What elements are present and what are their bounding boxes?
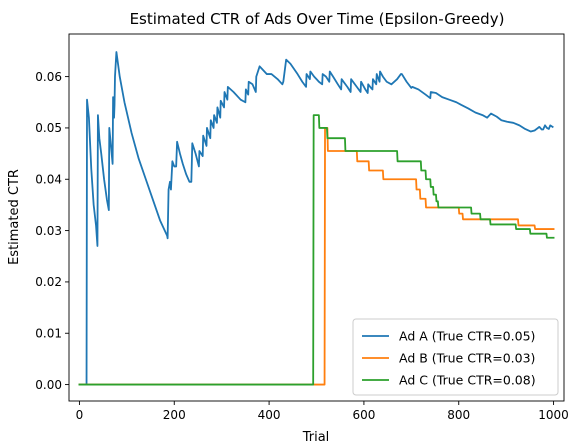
- series-line-ad-a: [78, 51, 554, 386]
- series-line-ad-b: [78, 127, 555, 386]
- y-tick-label: 0.01: [35, 327, 62, 341]
- x-tick-label: 400: [258, 408, 281, 422]
- legend-box: [352, 318, 559, 396]
- legend-label-ad-b: Ad B (True CTR=0.03): [399, 351, 535, 366]
- x-tick-label: 1000: [538, 408, 569, 422]
- legend: Ad A (True CTR=0.05) Ad B (True CTR=0.03…: [352, 318, 559, 396]
- x-tick-label: 800: [447, 408, 470, 422]
- x-axis-label: Trial: [302, 430, 330, 445]
- y-tick-label: 0.04: [35, 173, 62, 187]
- x-tick-label: 600: [352, 408, 375, 422]
- y-tick-label: 0.05: [35, 121, 62, 135]
- y-axis: 0.00 0.01 0.02 0.03 0.04 0.05 0.06: [35, 70, 69, 392]
- plot-frame: [68, 33, 565, 402]
- legend-label-ad-a: Ad A (True CTR=0.05): [399, 329, 535, 344]
- x-tick-label: 0: [76, 408, 84, 422]
- legend-label-ad-c: Ad C (True CTR=0.08): [399, 373, 536, 388]
- y-tick-label: 0.02: [35, 275, 62, 289]
- y-tick-label: 0.03: [35, 224, 62, 238]
- y-axis-label: Estimated CTR: [7, 169, 22, 265]
- y-tick-label: 0.06: [35, 70, 62, 84]
- chart-title: Estimated CTR of Ads Over Time (Epsilon-…: [130, 10, 505, 28]
- plot-lines: [78, 51, 555, 386]
- x-axis: 0 200 400 600 800 1000: [76, 401, 569, 422]
- x-tick-label: 200: [163, 408, 186, 422]
- y-tick-label: 0.00: [35, 378, 62, 392]
- series-line-ad-c: [78, 114, 555, 386]
